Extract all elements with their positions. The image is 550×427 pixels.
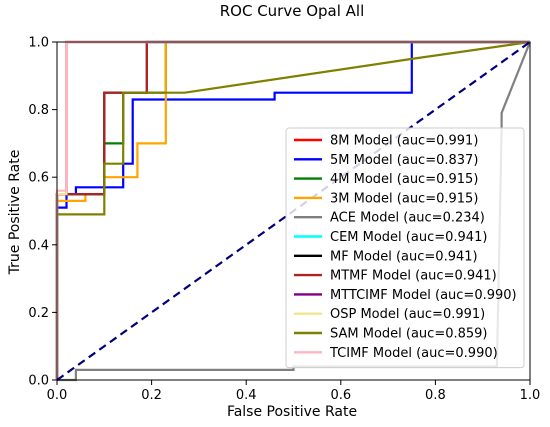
y-tick-label: 0.0 [28,374,49,389]
y-tick-label: 0.4 [28,238,49,253]
legend-entry-label: 3M Model (auc=0.915) [330,191,478,206]
series-line-11 [55,40,531,380]
y-tick-label: 0.6 [28,171,49,186]
legend-entry-label: MF Model (auc=0.941) [330,249,478,264]
legend: 8M Model (auc=0.991) 5M Model (auc=0.837)… [285,127,525,369]
y-tick-label: 1.0 [28,36,49,51]
chart-title: ROC Curve Opal All [220,2,365,20]
legend-entry-label: MTTCIMF Model (auc=0.990) [330,288,517,303]
x-tick-label: 0.6 [330,388,351,403]
x-tick-label: 0.8 [425,388,446,403]
x-tick-label: 0.0 [47,388,68,403]
legend-entry-label: TCIMF Model (auc=0.990) [329,346,498,361]
legend-entry-label: 5M Model (auc=0.837) [330,153,478,168]
legend-entry-label: 8M Model (auc=0.991) [330,134,478,149]
x-tick-label: 0.4 [236,388,257,403]
x-tick-label: 1.0 [520,388,541,403]
axes: 0.0 0.2 0.4 0.6 0.8 1.0 0.0 0.2 0.4 0.6 0.8 1.0 [28,36,540,404]
x-axis-label: False Positive Rate [227,404,357,420]
legend-entry-label: CEM Model (auc=0.941) [330,230,487,245]
y-tick-label: 0.8 [28,103,49,118]
legend-entry-label: ACE Model (auc=0.234) [330,211,485,226]
legend-entry-label: OSP Model (auc=0.991) [330,307,485,322]
x-tick-label: 0.2 [141,388,162,403]
y-tick-label: 0.2 [28,306,49,321]
legend-box [285,127,525,369]
legend-entry-label: SAM Model (auc=0.859) [330,327,488,342]
axes-frame [56,41,531,381]
legend-entry-label: MTMF Model (auc=0.941) [330,269,497,284]
legend-entry-label: 4M Model (auc=0.915) [330,172,478,187]
y-axis-label: True Positive Rate [7,150,23,276]
